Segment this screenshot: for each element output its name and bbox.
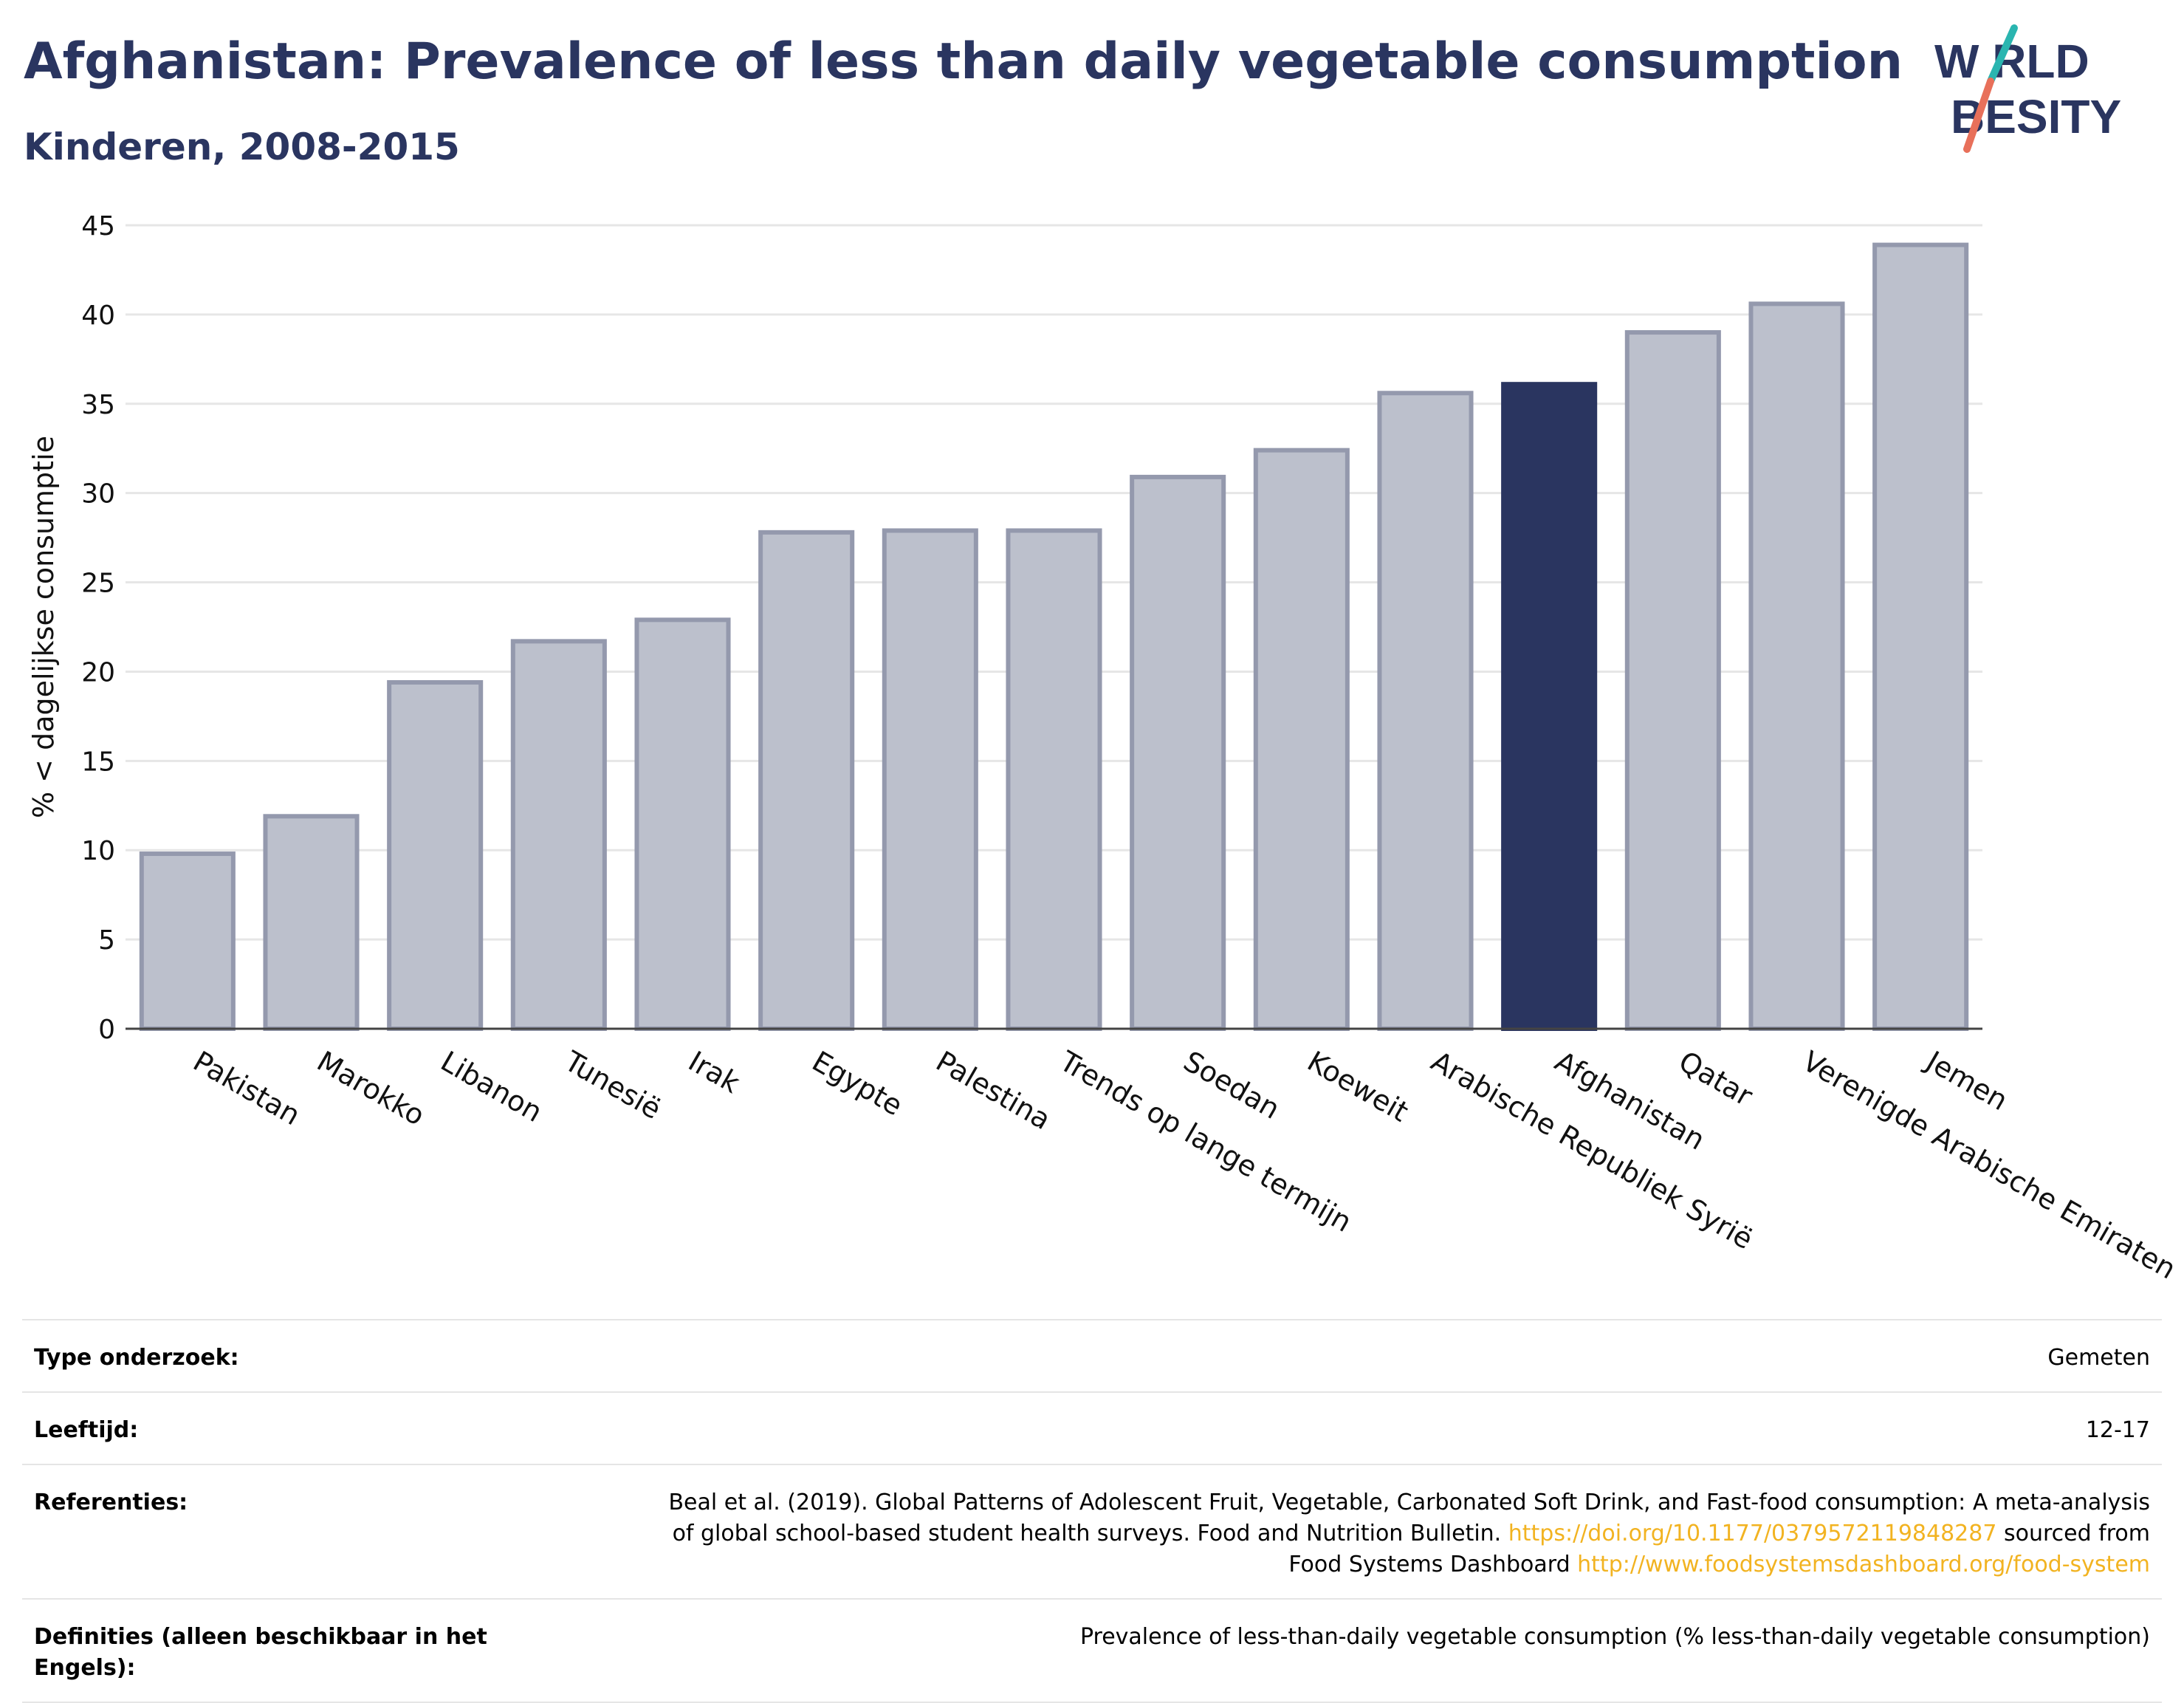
bar bbox=[882, 528, 978, 1031]
y-tick-label: 40 bbox=[81, 301, 115, 331]
world-obesity-logo: W RLD BESITY bbox=[1934, 24, 2121, 153]
x-axis-labels: Pakistan Marokko Libanon Tunesië Irak Egypte P… bbox=[188, 1044, 2181, 1286]
x-tick-label: Marokko bbox=[312, 1045, 430, 1132]
logo-accent-teal bbox=[1987, 24, 2018, 85]
bar bbox=[510, 639, 607, 1031]
y-tick-label: 20 bbox=[81, 657, 115, 688]
bar bbox=[1006, 528, 1102, 1031]
bar bbox=[1253, 448, 1350, 1031]
ref-value: Beal et al. (2019). Global Patterns of A… bbox=[526, 1487, 2150, 1580]
bar bbox=[1377, 391, 1474, 1031]
dashboard-link[interactable]: http://www.foodsystemsdashboard.org/food… bbox=[1577, 1552, 2150, 1577]
chart-title: Afghanistan: Prevalence of less than dai… bbox=[24, 32, 1903, 91]
ref-text-3: sourced from bbox=[1996, 1521, 2150, 1546]
doi-link[interactable]: https://doi.org/10.1177/0379572119848287 bbox=[1508, 1521, 1997, 1546]
bars bbox=[139, 242, 1969, 1032]
bar bbox=[1130, 474, 1226, 1031]
info-row-definitions: Definities (alleen beschikbaar in het En… bbox=[22, 1600, 2162, 1703]
y-tick-label: 35 bbox=[81, 390, 115, 420]
y-tick-label: 0 bbox=[98, 1015, 115, 1045]
ref-text-4: Food Systems Dashboard bbox=[1288, 1552, 1578, 1577]
y-axis-label: % < dagelijkse consumptie bbox=[27, 436, 60, 818]
bar-chart: 0 5 10 15 20 25 30 35 40 45 Pakistan Marokko Libano… bbox=[27, 211, 2181, 1286]
bar bbox=[1624, 330, 1721, 1032]
chart-subtitle: Kinderen, 2008-2015 bbox=[24, 126, 460, 168]
bar bbox=[758, 530, 855, 1031]
x-tick-label: Soedan bbox=[1178, 1045, 1285, 1125]
ref-text-1: Beal et al. (2019). Global Patterns of A… bbox=[668, 1490, 2150, 1515]
y-tick-label: 15 bbox=[81, 747, 115, 777]
logo-line1: W RLD bbox=[1934, 35, 2089, 88]
y-tick-label: 5 bbox=[98, 925, 115, 956]
x-tick-label: Koeweit bbox=[1302, 1045, 1414, 1128]
bar bbox=[1748, 301, 1845, 1032]
bar bbox=[634, 617, 731, 1031]
x-tick-label: Libanon bbox=[436, 1045, 548, 1128]
x-tick-label: Palestina bbox=[930, 1045, 1056, 1137]
def-label: Definities (alleen beschikbaar in het En… bbox=[34, 1624, 487, 1681]
y-tick-label: 30 bbox=[81, 479, 115, 510]
y-tick-label: 10 bbox=[81, 836, 115, 866]
age-value: 12-17 bbox=[2085, 1417, 2150, 1443]
age-label: Leeftijd: bbox=[34, 1417, 139, 1443]
logo-accent-coral bbox=[1963, 78, 1994, 153]
bar bbox=[263, 814, 360, 1031]
bar bbox=[139, 852, 236, 1031]
ref-label: Referenties: bbox=[34, 1490, 188, 1515]
y-tick-label: 25 bbox=[81, 569, 115, 599]
info-table: Type onderzoek: Gemeten Leeftijd: 12-17 … bbox=[22, 1319, 2162, 1703]
x-tick-label: Tunesië bbox=[558, 1044, 666, 1125]
def-value: Prevalence of less-than-daily vegetable … bbox=[1079, 1624, 2150, 1650]
x-tick-label: Egypte bbox=[807, 1045, 908, 1123]
y-axis-ticks: 0 5 10 15 20 25 30 35 40 45 bbox=[81, 211, 115, 1045]
y-tick-label: 45 bbox=[81, 211, 115, 241]
bar bbox=[1872, 242, 1969, 1031]
type-value: Gemeten bbox=[2047, 1345, 2150, 1371]
info-row-references: Referenties: Beal et al. (2019). Global … bbox=[22, 1465, 2162, 1600]
x-tick-label: Irak bbox=[683, 1045, 745, 1100]
x-tick-label: Pakistan bbox=[188, 1045, 306, 1132]
x-tick-label: Jemen bbox=[1920, 1044, 2013, 1117]
bar bbox=[1501, 382, 1598, 1031]
info-row-type: Type onderzoek: Gemeten bbox=[22, 1320, 2162, 1393]
bar bbox=[387, 679, 484, 1031]
info-row-age: Leeftijd: 12-17 bbox=[22, 1393, 2162, 1465]
x-tick-label: Qatar bbox=[1673, 1045, 1758, 1113]
ref-text-2: of global school-based student health su… bbox=[672, 1521, 1508, 1546]
type-label: Type onderzoek: bbox=[34, 1345, 239, 1371]
